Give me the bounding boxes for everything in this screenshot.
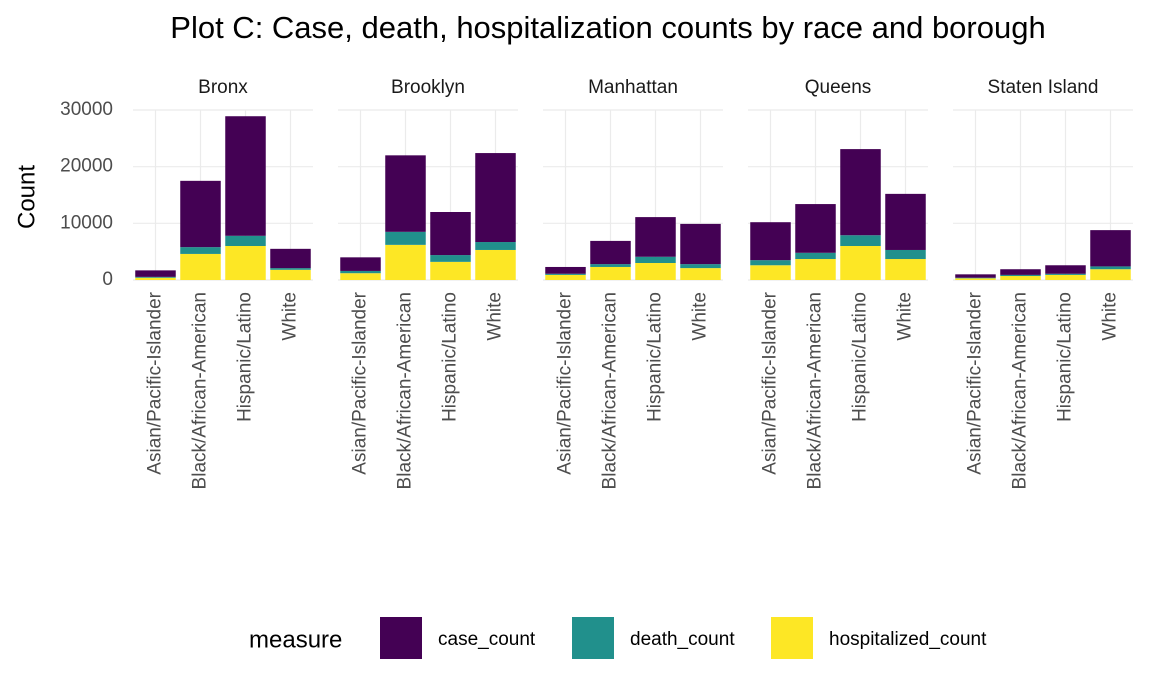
legend-key [771, 617, 813, 659]
bar-segment [840, 246, 881, 280]
legend-label: case_count [438, 629, 536, 650]
bar-segment [430, 212, 471, 256]
y-tick-label: 30000 [60, 99, 113, 120]
bar-segment [750, 222, 791, 261]
bar-segment [1000, 269, 1041, 275]
bar-segment [795, 204, 836, 253]
bar-segment [180, 180, 221, 248]
x-tick-label: Black/African-American [190, 292, 211, 489]
bar-segment [475, 249, 516, 280]
bar-segment [340, 273, 381, 280]
bar-segment [340, 257, 381, 271]
facet-title: Brooklyn [391, 77, 465, 98]
bar-segment [1090, 266, 1131, 270]
bar-segment [885, 249, 926, 260]
bar-segment [1090, 230, 1131, 267]
bar-segment [270, 268, 311, 270]
bar-segment [795, 259, 836, 280]
bar-segment [680, 264, 721, 269]
bar-segment [1045, 274, 1086, 280]
legend-label: hospitalized_count [829, 629, 987, 650]
bar-segment [545, 274, 586, 280]
y-axis-label: Count [13, 165, 40, 229]
legend-title: measure [249, 626, 342, 653]
bar-segment [475, 242, 516, 250]
x-tick-label: White [895, 292, 916, 341]
bar-segment [225, 246, 266, 280]
y-tick-label: 0 [102, 269, 113, 290]
facet-title: Bronx [198, 77, 248, 98]
bar-segment [955, 274, 996, 278]
chart-title: Plot C: Case, death, hospitalization cou… [170, 10, 1045, 45]
legend-key [572, 617, 614, 659]
x-tick-label: Hispanic/Latino [440, 292, 461, 422]
x-tick-label: Hispanic/Latino [645, 292, 666, 422]
bar-segment [270, 248, 311, 269]
legend-key [380, 617, 422, 659]
x-tick-label: Asian/Pacific-Islander [350, 291, 371, 474]
bar-segment [135, 270, 176, 277]
bar-segment [475, 153, 516, 243]
bar-segment [955, 277, 996, 279]
legend-label: death_count [630, 629, 735, 650]
bar-segment [635, 256, 676, 263]
y-tick-label: 20000 [60, 156, 113, 177]
bar-segment [180, 253, 221, 280]
bar-segment [430, 255, 471, 262]
facet-title: Queens [805, 77, 872, 98]
bar-segment [750, 265, 791, 280]
bar-segment [1000, 276, 1041, 280]
bar-segment [135, 276, 176, 278]
bar-segment [545, 266, 586, 274]
bar-segment [385, 231, 426, 245]
bar-segment [385, 244, 426, 280]
bar-segment [955, 278, 996, 280]
x-tick-label: White [690, 292, 711, 341]
bar-segment [590, 240, 631, 265]
bar-segment [180, 247, 221, 254]
bar-segment [385, 155, 426, 232]
facet-title: Manhattan [588, 77, 678, 98]
bar-segment [1045, 273, 1086, 275]
bar-segment [590, 266, 631, 280]
x-tick-label: Hispanic/Latino [850, 292, 871, 422]
x-tick-label: Black/African-American [805, 292, 826, 489]
bar-segment [590, 264, 631, 267]
x-tick-label: Black/African-American [1010, 292, 1031, 489]
bar-segment [270, 269, 311, 280]
x-tick-label: Black/African-American [600, 292, 621, 489]
bar-segment [680, 223, 721, 265]
bar-segment [635, 217, 676, 257]
x-tick-label: Asian/Pacific-Islander [965, 291, 986, 474]
bar-segment [225, 116, 266, 236]
bar-segment [1045, 265, 1086, 274]
x-tick-label: Hispanic/Latino [1055, 292, 1076, 422]
x-tick-label: White [1100, 292, 1121, 341]
x-tick-label: White [485, 292, 506, 341]
bar-segment [635, 263, 676, 280]
bar-segment [750, 260, 791, 266]
bar-segment [225, 235, 266, 246]
x-tick-label: Asian/Pacific-Islander [145, 291, 166, 474]
x-tick-label: Asian/Pacific-Islander [760, 291, 781, 474]
bar-segment [840, 235, 881, 246]
bar-segment [885, 193, 926, 250]
y-tick-label: 10000 [60, 212, 113, 233]
bar-segment [545, 273, 586, 275]
x-tick-label: Hispanic/Latino [235, 292, 256, 422]
bar-segment [885, 259, 926, 280]
x-tick-label: White [280, 292, 301, 341]
bar-segment [340, 270, 381, 274]
x-tick-label: Asian/Pacific-Islander [555, 291, 576, 474]
facet-title: Staten Island [988, 77, 1099, 98]
bar-segment [430, 261, 471, 280]
bar-segment [135, 277, 176, 280]
bar-segment [840, 149, 881, 236]
bar-segment [1090, 269, 1131, 280]
bar-segment [680, 268, 721, 280]
bar-segment [1000, 274, 1041, 277]
x-tick-label: Black/African-American [395, 292, 416, 489]
bar-segment [795, 252, 836, 260]
